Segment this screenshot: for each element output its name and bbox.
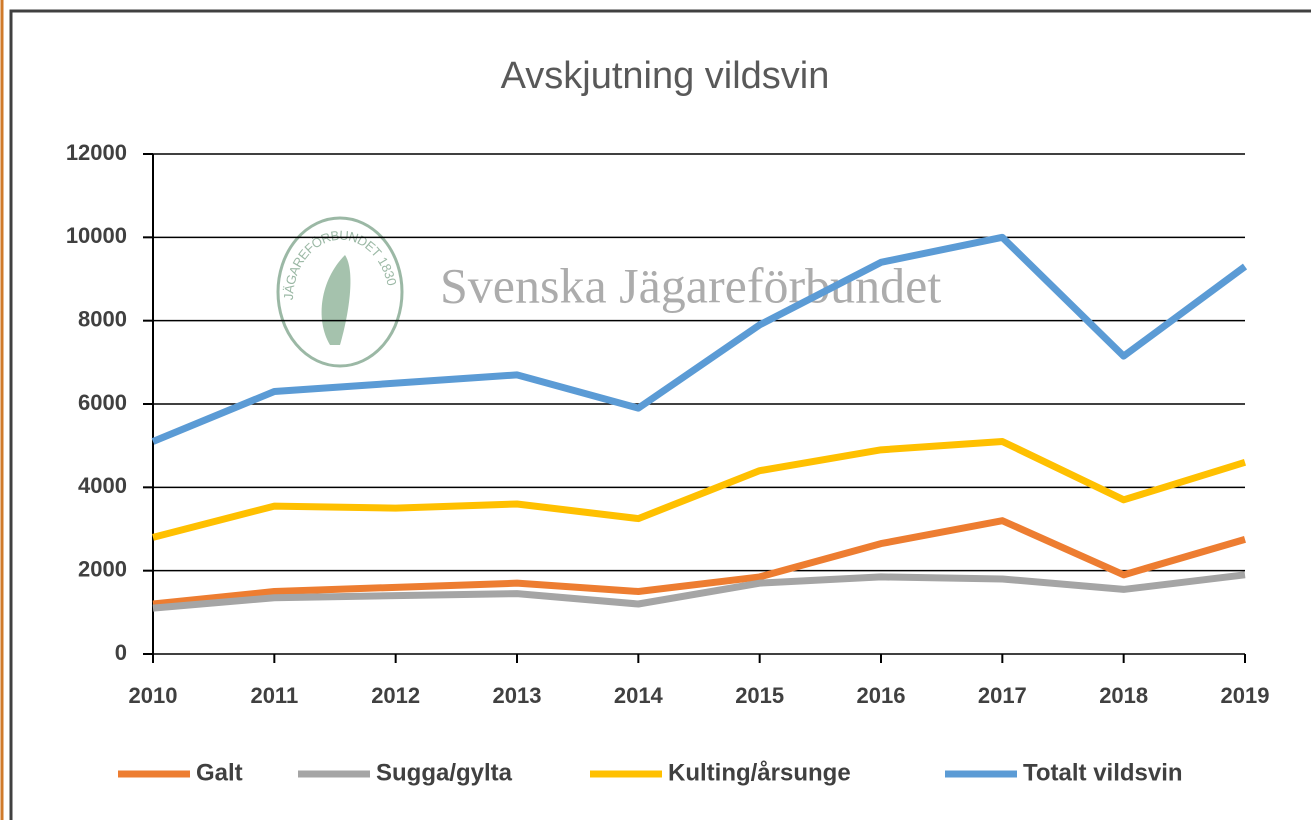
y-tick-label: 10000	[66, 223, 127, 248]
legend-item: Totalt vildsvin	[945, 759, 1183, 786]
y-tick-label: 12000	[66, 140, 127, 165]
y-tick-label: 6000	[78, 390, 127, 415]
logo: JÄGAREFÖRBUNDET 1830	[276, 216, 404, 368]
legend-label: Kulting/årsunge	[668, 759, 851, 786]
legend-label: Galt	[196, 759, 243, 786]
y-tick-label: 8000	[78, 306, 127, 331]
y-tick-label: 0	[115, 640, 127, 665]
x-tick-label: 2016	[857, 683, 906, 708]
y-tick-label: 4000	[78, 473, 127, 498]
logo-ring	[276, 216, 404, 368]
frame	[9, 9, 1311, 820]
logo-bird	[321, 255, 351, 345]
x-tick-label: 2015	[735, 683, 784, 708]
x-tick-label: 2012	[371, 683, 420, 708]
chart-title: Avskjutning vildsvin	[501, 55, 830, 97]
x-tick-label: 2018	[1099, 683, 1148, 708]
watermark: Svenska Jägareförbundet	[440, 257, 941, 313]
series-line	[152, 438, 1247, 541]
legend-label: Sugga/gylta	[376, 759, 513, 786]
x-tick-label: 2010	[129, 683, 178, 708]
legend-label: Totalt vildsvin	[1023, 759, 1183, 786]
series-line	[151, 233, 1248, 445]
legend-item: Galt	[118, 759, 243, 786]
x-tick-label: 2019	[1221, 683, 1270, 708]
x-tick-label: 2017	[978, 683, 1027, 708]
x-tick-label: 2011	[250, 683, 298, 708]
legend-item: Kulting/årsunge	[590, 759, 851, 786]
legend-item: Sugga/gylta	[298, 759, 513, 786]
series-line	[152, 517, 1246, 608]
x-tick-label: 2013	[493, 683, 542, 708]
series-line	[152, 571, 1246, 612]
x-tick-label: 2014	[614, 683, 664, 708]
y-tick-label: 2000	[78, 556, 127, 581]
